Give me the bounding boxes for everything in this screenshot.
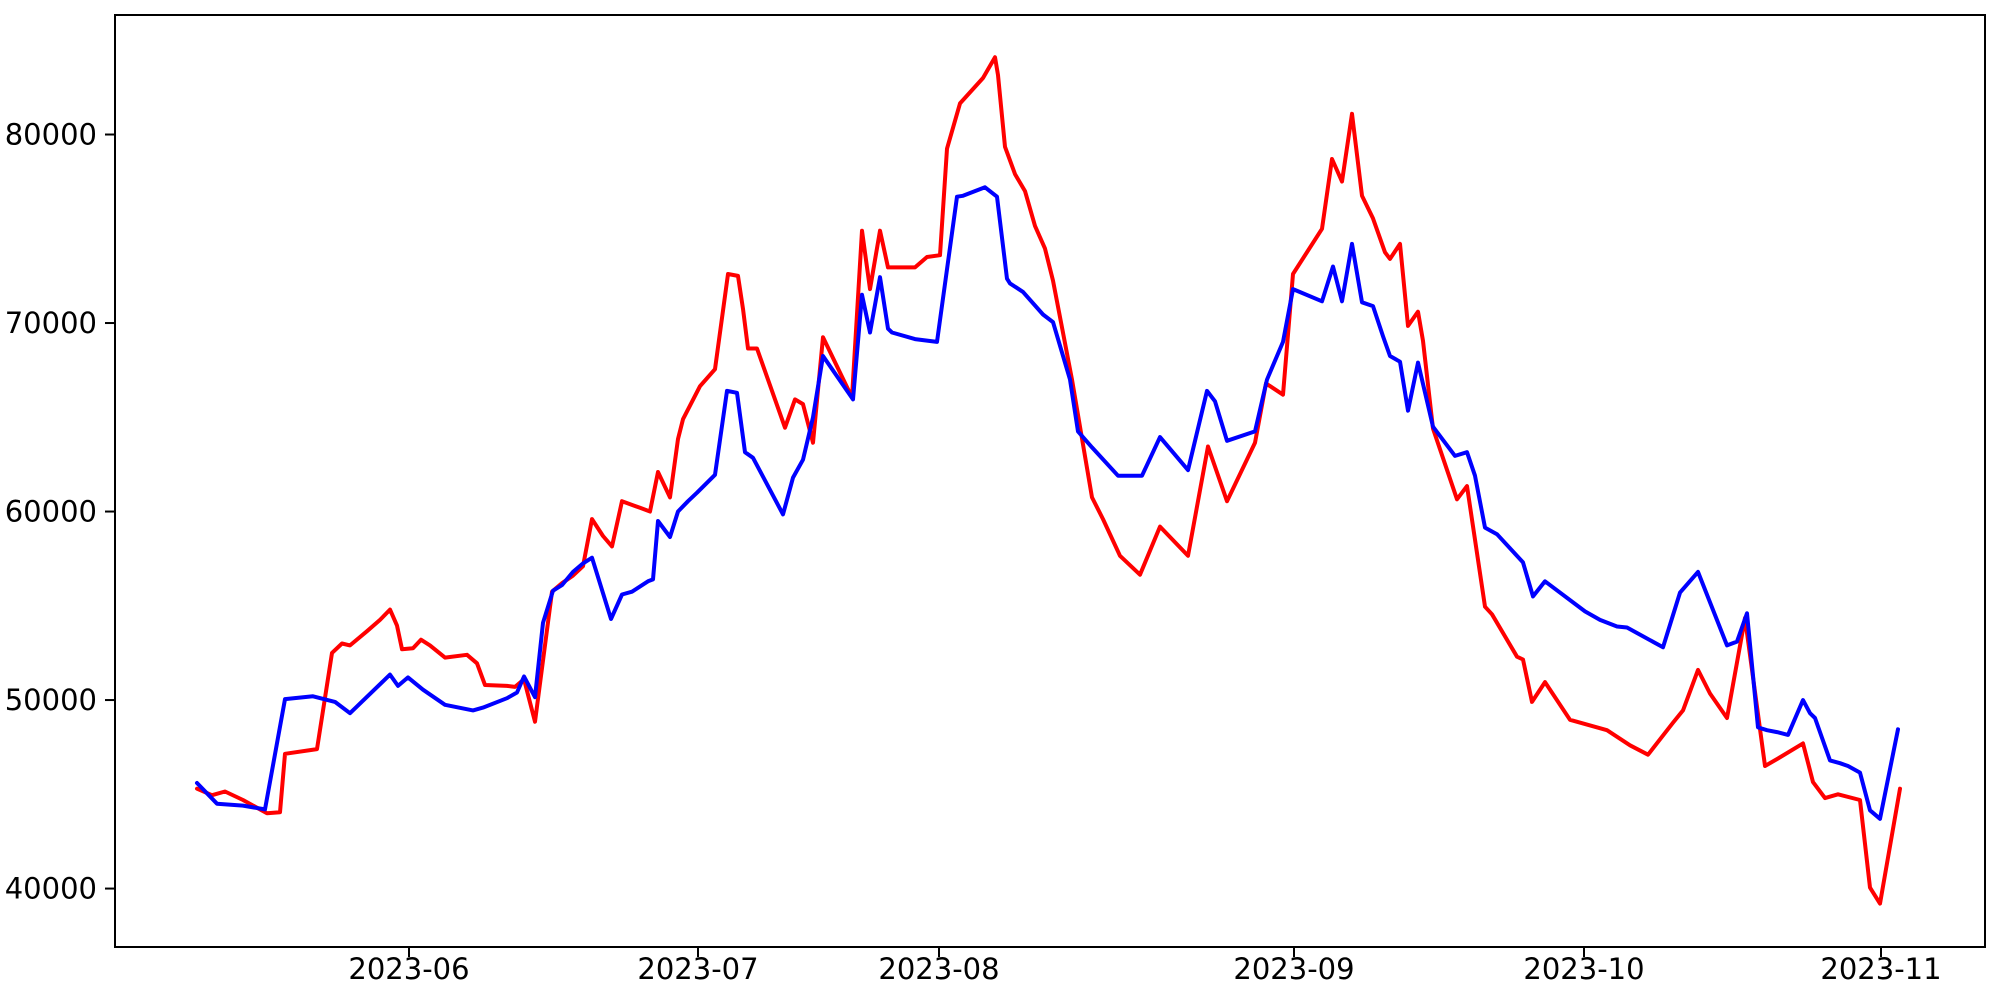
y-tick-label: 70000 <box>5 306 97 340</box>
axes-spines <box>114 14 1986 948</box>
x-tick-label: 2023-10 <box>1523 952 1644 986</box>
x-tick-label: 2023-06 <box>348 952 469 986</box>
y-tick-label: 50000 <box>5 683 97 717</box>
red-series-line <box>195 55 1902 906</box>
plot-box <box>114 14 1986 948</box>
y-tick-label: 80000 <box>5 118 97 152</box>
x-tick-label: 2023-11 <box>1820 952 1941 986</box>
x-axis-ticks: 2023-06 2023-07 2023-08 2023-09 2023-10 2023-… <box>348 947 1942 986</box>
y-tick-label: 40000 <box>5 872 97 906</box>
blue-series-line <box>195 185 1900 821</box>
x-tick-label: 2023-09 <box>1233 952 1354 986</box>
x-tick-label: 2023-07 <box>637 952 758 986</box>
series-lines <box>195 55 1902 906</box>
y-tick-label: 60000 <box>5 495 97 529</box>
y-axis-ticks: 40000 50000 60000 70000 80000 <box>5 118 115 906</box>
x-tick-label: 2023-08 <box>878 952 999 986</box>
